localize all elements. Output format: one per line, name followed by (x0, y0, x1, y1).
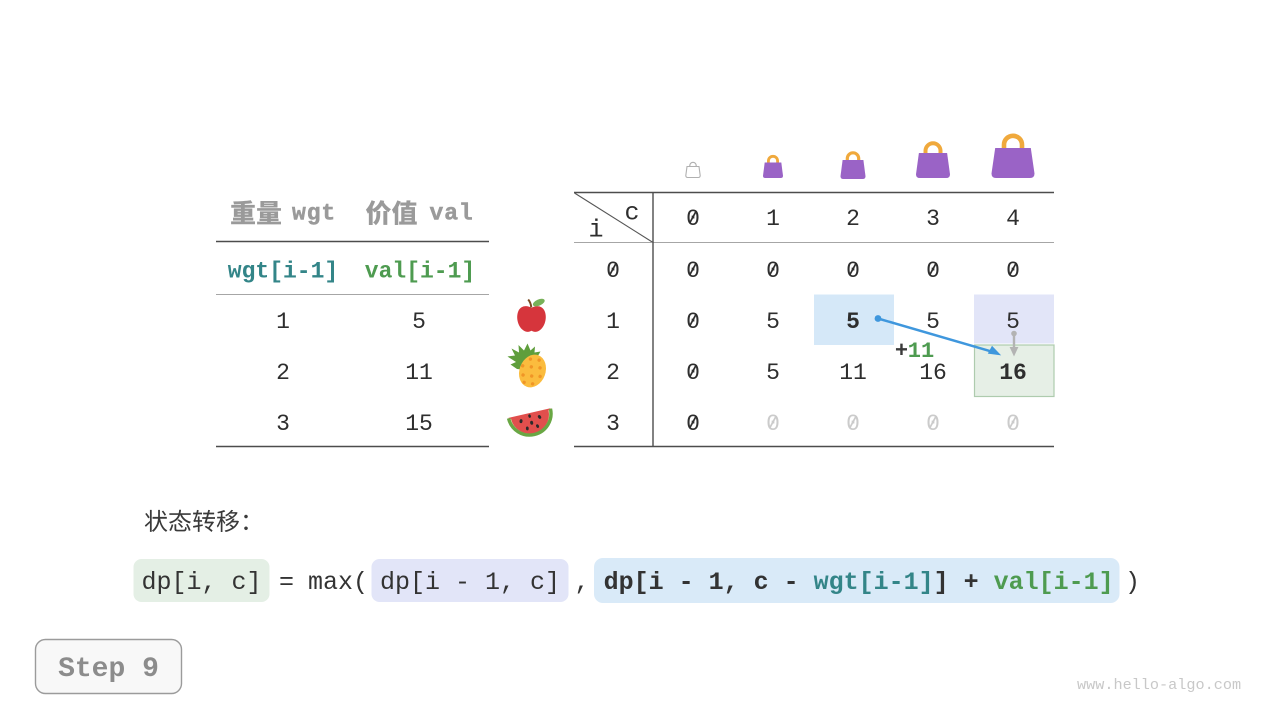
svg-text:5: 5 (412, 309, 426, 335)
svg-text:3: 3 (926, 206, 940, 232)
svg-text:0: 0 (766, 258, 780, 284)
svg-text:0: 0 (1006, 411, 1020, 437)
svg-text:0: 0 (846, 411, 860, 437)
svg-text:2: 2 (846, 206, 860, 232)
svg-text:0: 0 (686, 411, 700, 437)
svg-text:3: 3 (606, 411, 620, 437)
svg-text:dp[i - 1, c]: dp[i - 1, c] (380, 568, 560, 597)
svg-text:] +: ] + (934, 568, 979, 597)
svg-text:dp[i - 1, c -: dp[i - 1, c - (604, 568, 799, 597)
svg-text:wgt[i-1]: wgt[i-1] (228, 259, 338, 285)
svg-text:Step 9: Step 9 (58, 654, 159, 685)
svg-text:4: 4 (1006, 206, 1020, 232)
svg-text:16: 16 (999, 360, 1027, 386)
svg-text:val[i-1]: val[i-1] (365, 259, 475, 285)
svg-text:dp[i, c]: dp[i, c] (141, 568, 261, 597)
svg-text:i: i (588, 216, 603, 245)
svg-text:0: 0 (686, 206, 700, 232)
svg-text:0: 0 (926, 258, 940, 284)
svg-text:www.hello-algo.com: www.hello-algo.com (1077, 676, 1241, 694)
svg-text:): ) (1125, 568, 1140, 597)
svg-text:+: + (895, 339, 908, 364)
svg-text:1: 1 (606, 309, 620, 335)
svg-text:wgt: wgt (292, 201, 336, 227)
svg-text:0: 0 (1006, 258, 1020, 284)
svg-text:2: 2 (606, 360, 620, 386)
svg-text:0: 0 (686, 360, 700, 386)
svg-text:16: 16 (919, 360, 947, 386)
svg-text:val: val (430, 201, 474, 227)
svg-text:5: 5 (1006, 309, 1020, 335)
svg-text:15: 15 (405, 411, 433, 437)
svg-text:0: 0 (846, 258, 860, 284)
svg-text:c: c (624, 199, 639, 228)
svg-text:max(: max( (308, 568, 368, 597)
svg-text:5: 5 (846, 309, 860, 335)
svg-text:=: = (279, 568, 294, 597)
svg-text:11: 11 (839, 360, 867, 386)
svg-text:0: 0 (926, 411, 940, 437)
svg-text:2: 2 (276, 360, 290, 386)
svg-text:wgt[i-1]: wgt[i-1] (814, 568, 934, 597)
svg-text:5: 5 (926, 309, 940, 335)
svg-text:11: 11 (405, 360, 433, 386)
svg-text:5: 5 (766, 360, 780, 386)
svg-text:0: 0 (606, 258, 620, 284)
svg-text:,: , (574, 568, 589, 597)
svg-text:1: 1 (276, 309, 290, 335)
svg-text:val[i-1]: val[i-1] (994, 568, 1114, 597)
svg-text:5: 5 (766, 309, 780, 335)
svg-text:0: 0 (686, 309, 700, 335)
svg-text:3: 3 (276, 411, 290, 437)
svg-text:11: 11 (908, 339, 934, 364)
svg-text:0: 0 (686, 258, 700, 284)
svg-text:1: 1 (766, 206, 780, 232)
svg-text:0: 0 (766, 411, 780, 437)
